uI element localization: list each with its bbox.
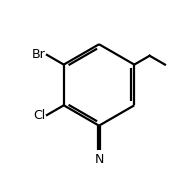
Text: Br: Br xyxy=(32,48,45,61)
Text: N: N xyxy=(94,153,104,165)
Text: Cl: Cl xyxy=(33,109,45,122)
